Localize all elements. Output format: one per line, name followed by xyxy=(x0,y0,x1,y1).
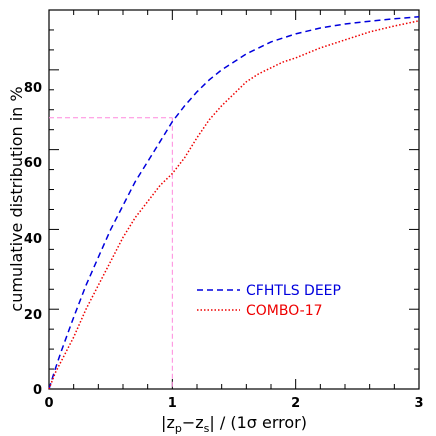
x-axis-title-subscript-p: p xyxy=(175,422,182,435)
x-axis-title: |zp−zs| / (1σ error) xyxy=(161,413,307,435)
legend-label-combo-17: COMBO-17 xyxy=(246,303,323,319)
x-axis-title-part: | / (1σ error) xyxy=(209,413,307,432)
x-tick-label-0: 0 xyxy=(44,396,53,411)
plot-frame xyxy=(48,9,420,390)
x-axis-title-subscript-s: s xyxy=(204,422,210,435)
axis-ticks xyxy=(48,9,420,390)
x-tick-label-2: 2 xyxy=(291,396,300,411)
y-tick-label-60: 60 xyxy=(24,156,42,171)
y-tick-label-80: 80 xyxy=(24,81,42,96)
y-tick-label-0: 0 xyxy=(33,383,42,398)
x-axis-title-part: −z xyxy=(182,413,204,432)
x-tick-label-1: 1 xyxy=(168,396,177,411)
x-axis-title-part: |z xyxy=(161,413,175,432)
y-axis-title: cumulative distribution in % xyxy=(7,86,26,311)
x-tick-label-3: 3 xyxy=(414,396,423,411)
reference-lines xyxy=(49,117,173,389)
y-tick-label-40: 40 xyxy=(24,232,42,247)
y-tick-label-20: 20 xyxy=(24,308,42,323)
legend-label-cfhtls-deep: CFHTLS DEEP xyxy=(246,283,341,299)
series-layer xyxy=(48,16,420,390)
series-line-cfhtls-deep xyxy=(48,16,420,390)
series-line-combo-17 xyxy=(48,20,420,390)
